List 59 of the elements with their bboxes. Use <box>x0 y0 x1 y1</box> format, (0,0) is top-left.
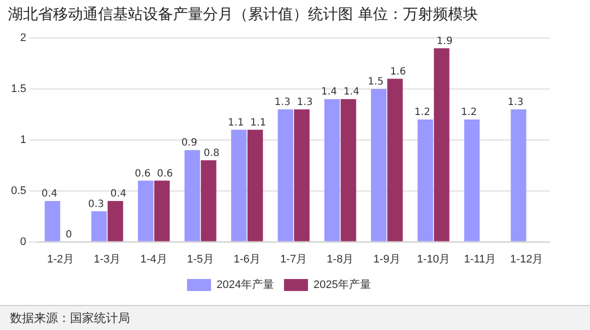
bar <box>91 211 107 242</box>
source-note: 数据来源：国家统计局 <box>0 305 590 330</box>
data-label: 1.4 <box>343 86 360 98</box>
data-label: 1.2 <box>460 107 477 118</box>
chart-title: 湖北省移动通信基站设备产量分月（累计值）统计图 单位：万射频模块 <box>8 4 478 23</box>
bar <box>434 48 450 242</box>
x-tick-label: 1-5月 <box>186 253 214 266</box>
bar <box>247 130 263 242</box>
bar <box>154 180 170 242</box>
x-tick-label: 1-2月 <box>47 253 74 266</box>
bar <box>278 109 294 242</box>
data-label: 1.3 <box>274 96 290 108</box>
bar <box>324 99 340 242</box>
bar <box>138 180 154 242</box>
data-label: 1.3 <box>296 96 313 108</box>
legend-label: 2025年产量 <box>314 278 371 292</box>
bar <box>340 99 356 242</box>
bar <box>510 109 526 242</box>
data-label: 1.2 <box>414 107 430 118</box>
bar <box>108 201 124 242</box>
data-label: 0.4 <box>110 188 126 200</box>
y-tick-label: 0 <box>20 236 26 248</box>
bar <box>464 120 480 242</box>
x-tick-label: 1-6月 <box>234 253 260 266</box>
data-label: 0.9 <box>181 138 198 149</box>
data-label: 1.4 <box>321 86 338 98</box>
bar <box>44 201 60 242</box>
x-tick-label: 1-12月 <box>510 253 544 266</box>
x-tick-label: 1-9月 <box>373 253 400 266</box>
x-tick-label: 1-7月 <box>280 253 308 266</box>
bar <box>418 120 434 242</box>
data-label: 0 <box>66 229 72 240</box>
data-label: 1.3 <box>508 96 524 108</box>
bar <box>200 160 216 242</box>
x-tick-label: 1-8月 <box>326 253 354 266</box>
data-label: 0.3 <box>88 198 104 210</box>
y-tick-label: 2 <box>20 32 26 44</box>
data-label: 1.1 <box>250 117 266 128</box>
data-label: 0.8 <box>204 148 220 159</box>
data-label: 1.9 <box>436 36 453 47</box>
legend-label: 2024年产量 <box>216 278 274 292</box>
data-label: 0.4 <box>41 188 58 200</box>
x-tick-label: 1-3月 <box>94 253 121 266</box>
y-tick-label: 0.5 <box>10 184 26 197</box>
bar <box>231 130 247 242</box>
data-label: 1.6 <box>390 66 406 78</box>
y-tick-label: 1 <box>20 134 26 146</box>
bar <box>387 78 403 242</box>
data-label: 0.6 <box>134 168 151 180</box>
x-tick-label: 1-4月 <box>140 253 168 266</box>
bar <box>294 109 310 242</box>
data-label: 1.5 <box>368 76 384 88</box>
data-label: 0.6 <box>157 168 173 180</box>
bar <box>370 88 386 242</box>
data-label: 1.1 <box>228 117 244 128</box>
x-tick-label: 1-11月 <box>464 253 496 266</box>
y-tick-label: 1.5 <box>10 82 26 95</box>
x-tick-label: 1-10月 <box>416 253 450 266</box>
bar <box>184 150 200 242</box>
